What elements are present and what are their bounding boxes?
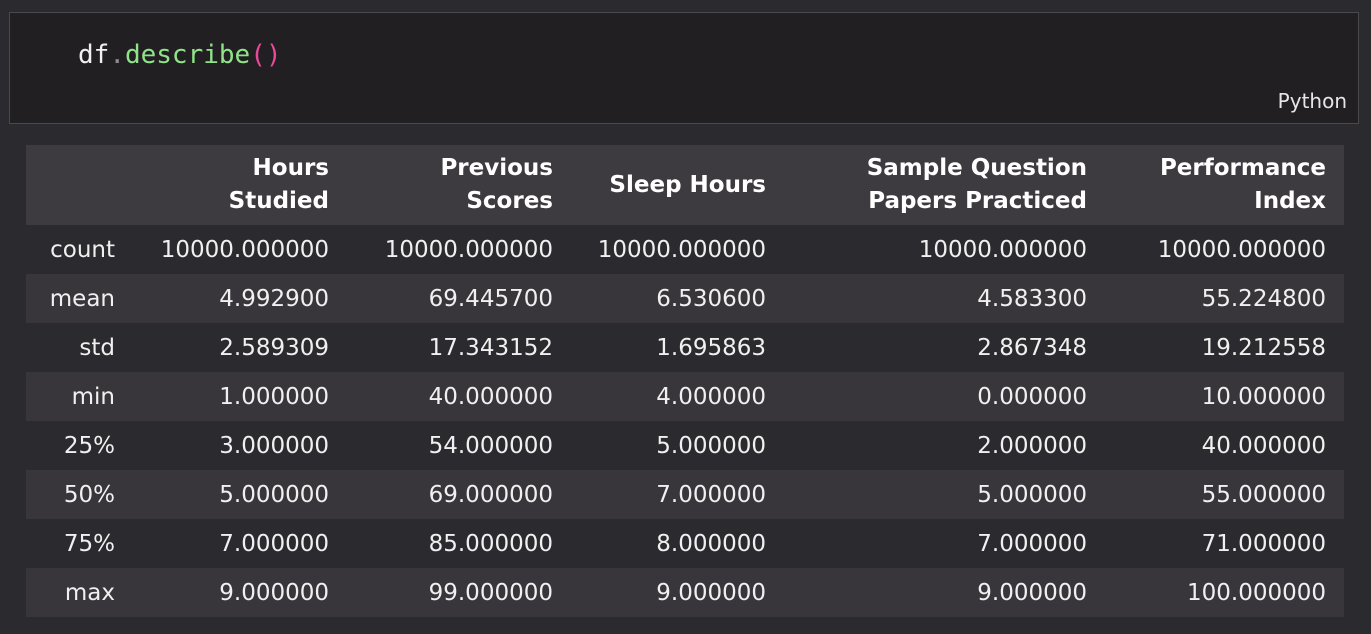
- table-cell: 7.000000: [571, 470, 784, 519]
- table-cell: 2.589309: [133, 323, 347, 372]
- table-cell: 10000.000000: [347, 225, 571, 274]
- table-cell: 9.000000: [784, 568, 1105, 617]
- table-cell: 2.867348: [784, 323, 1105, 372]
- table-cell: 54.000000: [347, 421, 571, 470]
- row-index-label: mean: [26, 274, 133, 323]
- table-cell: 6.530600: [571, 274, 784, 323]
- table-cell: 7.000000: [133, 519, 347, 568]
- row-index-label: max: [26, 568, 133, 617]
- table-cell: 1.000000: [133, 372, 347, 421]
- table-cell: 10.000000: [1105, 372, 1344, 421]
- column-header: Previous Scores: [347, 145, 571, 225]
- table-cell: 1.695863: [571, 323, 784, 372]
- index-header: [26, 145, 133, 225]
- table-cell: 85.000000: [347, 519, 571, 568]
- cell-output: Hours Studied Previous Scores Sleep Hours Sam…: [26, 145, 1344, 617]
- table-row: mean 4.992900 69.445700 6.530600 4.583300 55.…: [26, 274, 1344, 323]
- table-cell: 40.000000: [1105, 421, 1344, 470]
- table-cell: 71.000000: [1105, 519, 1344, 568]
- row-index-label: 75%: [26, 519, 133, 568]
- table-cell: 10000.000000: [784, 225, 1105, 274]
- code-cell[interactable]: df.describe() Python: [9, 12, 1359, 124]
- code-token-parens: (): [250, 40, 282, 70]
- table-row: std 2.589309 17.343152 1.695863 2.867348 19.2…: [26, 323, 1344, 372]
- table-cell: 4.992900: [133, 274, 347, 323]
- table-cell: 8.000000: [571, 519, 784, 568]
- table-cell: 9.000000: [133, 568, 347, 617]
- table-cell: 5.000000: [784, 470, 1105, 519]
- column-header: Sample Question Papers Practiced: [784, 145, 1105, 225]
- table-row: 50% 5.000000 69.000000 7.000000 5.000000 55.0…: [26, 470, 1344, 519]
- table-cell: 4.583300: [784, 274, 1105, 323]
- row-index-label: std: [26, 323, 133, 372]
- table-row: max 9.000000 99.000000 9.000000 9.000000 100.…: [26, 568, 1344, 617]
- row-index-label: 25%: [26, 421, 133, 470]
- table-cell: 4.000000: [571, 372, 784, 421]
- cell-language-label[interactable]: Python: [1277, 89, 1347, 113]
- table-row: min 1.000000 40.000000 4.000000 0.000000 10.0…: [26, 372, 1344, 421]
- table-cell: 19.212558: [1105, 323, 1344, 372]
- table-body: count 10000.000000 10000.000000 10000.00000…: [26, 225, 1344, 617]
- column-header: Sleep Hours: [571, 145, 784, 225]
- column-header: Hours Studied: [133, 145, 347, 225]
- table-cell: 5.000000: [133, 470, 347, 519]
- table-cell: 17.343152: [347, 323, 571, 372]
- table-cell: 10000.000000: [1105, 225, 1344, 274]
- code-token-dot: .: [109, 40, 125, 70]
- column-header: Performance Index: [1105, 145, 1344, 225]
- code-editor-line[interactable]: df.describe(): [78, 39, 282, 71]
- table-cell: 5.000000: [571, 421, 784, 470]
- table-cell: 69.445700: [347, 274, 571, 323]
- table-cell: 40.000000: [347, 372, 571, 421]
- table-cell: 0.000000: [784, 372, 1105, 421]
- table-row: 25% 3.000000 54.000000 5.000000 2.000000 40.0…: [26, 421, 1344, 470]
- row-index-label: count: [26, 225, 133, 274]
- table-cell: 10000.000000: [571, 225, 784, 274]
- table-cell: 10000.000000: [133, 225, 347, 274]
- table-cell: 7.000000: [784, 519, 1105, 568]
- row-index-label: min: [26, 372, 133, 421]
- table-header-row: Hours Studied Previous Scores Sleep Hours Sam…: [26, 145, 1344, 225]
- table-cell: 55.224800: [1105, 274, 1344, 323]
- dataframe-table: Hours Studied Previous Scores Sleep Hours Sam…: [26, 145, 1344, 617]
- code-token-variable: df: [78, 40, 110, 70]
- table-cell: 3.000000: [133, 421, 347, 470]
- table-cell: 2.000000: [784, 421, 1105, 470]
- table-row: 75% 7.000000 85.000000 8.000000 7.000000 71.0…: [26, 519, 1344, 568]
- table-cell: 69.000000: [347, 470, 571, 519]
- row-index-label: 50%: [26, 470, 133, 519]
- table-cell: 55.000000: [1105, 470, 1344, 519]
- table-cell: 100.000000: [1105, 568, 1344, 617]
- table-cell: 99.000000: [347, 568, 571, 617]
- table-cell: 9.000000: [571, 568, 784, 617]
- code-token-function: describe: [124, 40, 251, 70]
- table-row: count 10000.000000 10000.000000 10000.00000…: [26, 225, 1344, 274]
